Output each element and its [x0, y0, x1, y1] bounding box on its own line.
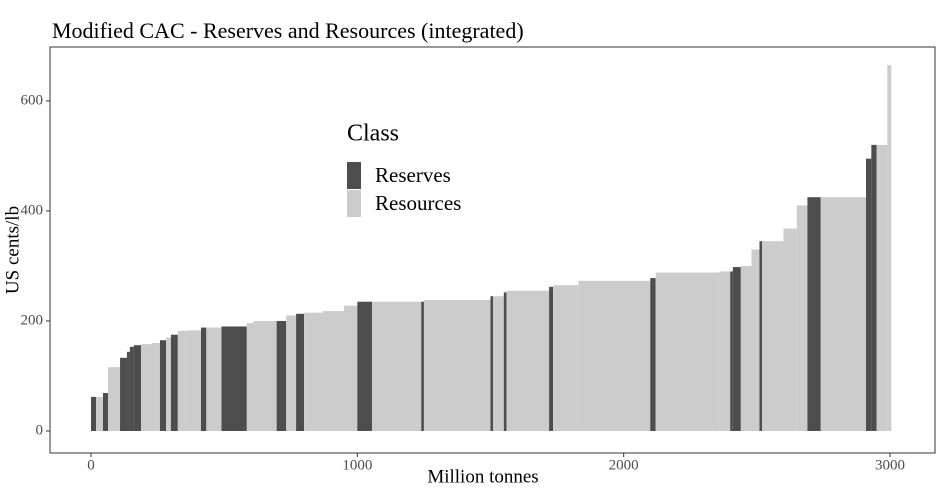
y-tick-label: 600	[21, 92, 44, 108]
bar	[719, 271, 731, 431]
bar	[871, 144, 877, 431]
bar	[751, 249, 760, 431]
bar	[357, 301, 372, 431]
bar	[490, 296, 494, 431]
y-axis-label: US cents/lb	[2, 206, 23, 294]
bar	[96, 396, 103, 431]
bar	[887, 65, 892, 431]
bar	[503, 292, 507, 431]
legend: Reserves Resources	[347, 162, 461, 217]
y-tick-label: 400	[21, 202, 44, 218]
bar	[732, 267, 741, 431]
bar	[186, 330, 202, 431]
bar	[221, 326, 247, 431]
bar	[129, 346, 134, 431]
x-tick-label: 2000	[609, 457, 639, 473]
bar	[91, 396, 97, 431]
chart-title: Modified CAC - Reserves and Resources (i…	[52, 18, 524, 43]
bar	[141, 344, 153, 431]
bar	[553, 285, 579, 431]
bar	[296, 313, 305, 431]
y-tick-label: 0	[36, 422, 44, 438]
legend-key	[347, 162, 361, 189]
legend-label: Resources	[375, 191, 461, 215]
bar	[820, 197, 867, 431]
bar	[493, 296, 504, 431]
plot-area	[91, 65, 892, 431]
bar	[762, 241, 784, 431]
bar	[286, 315, 297, 431]
bar	[159, 340, 167, 431]
bar	[371, 301, 422, 431]
bar	[102, 393, 109, 431]
bar	[344, 305, 358, 431]
bar	[166, 337, 171, 431]
plot-frame	[49, 46, 936, 454]
bar	[201, 327, 207, 431]
bar	[866, 158, 872, 431]
bar	[730, 271, 733, 431]
bar	[807, 197, 821, 431]
y-tick-label: 200	[21, 312, 44, 328]
bar	[152, 342, 160, 431]
bar	[108, 367, 121, 431]
legend-label: Reserves	[375, 163, 451, 187]
bar	[120, 357, 127, 431]
legend-title: Class	[347, 121, 399, 147]
bar	[423, 300, 491, 431]
bar	[253, 320, 277, 431]
x-axis-label: Million tonnes	[427, 466, 538, 487]
bar	[126, 351, 130, 431]
bar	[655, 272, 720, 431]
bar	[246, 323, 254, 431]
bar	[740, 265, 752, 431]
x-tick-label: 1000	[342, 457, 372, 473]
bar	[133, 345, 142, 431]
legend-key	[347, 190, 361, 217]
x-tick-label: 0	[87, 457, 95, 473]
bar	[170, 334, 178, 431]
bar	[796, 205, 808, 431]
bar	[759, 241, 763, 431]
bar	[650, 278, 656, 431]
bar	[783, 228, 797, 431]
bar	[276, 320, 287, 431]
bar	[421, 301, 424, 431]
bar	[177, 330, 187, 431]
bar	[549, 286, 554, 431]
bar	[322, 311, 345, 431]
bar	[206, 327, 222, 431]
bar	[304, 312, 323, 431]
bar	[506, 290, 550, 431]
x-tick-label: 3000	[875, 457, 905, 473]
bar	[876, 144, 888, 431]
bar	[578, 280, 651, 431]
